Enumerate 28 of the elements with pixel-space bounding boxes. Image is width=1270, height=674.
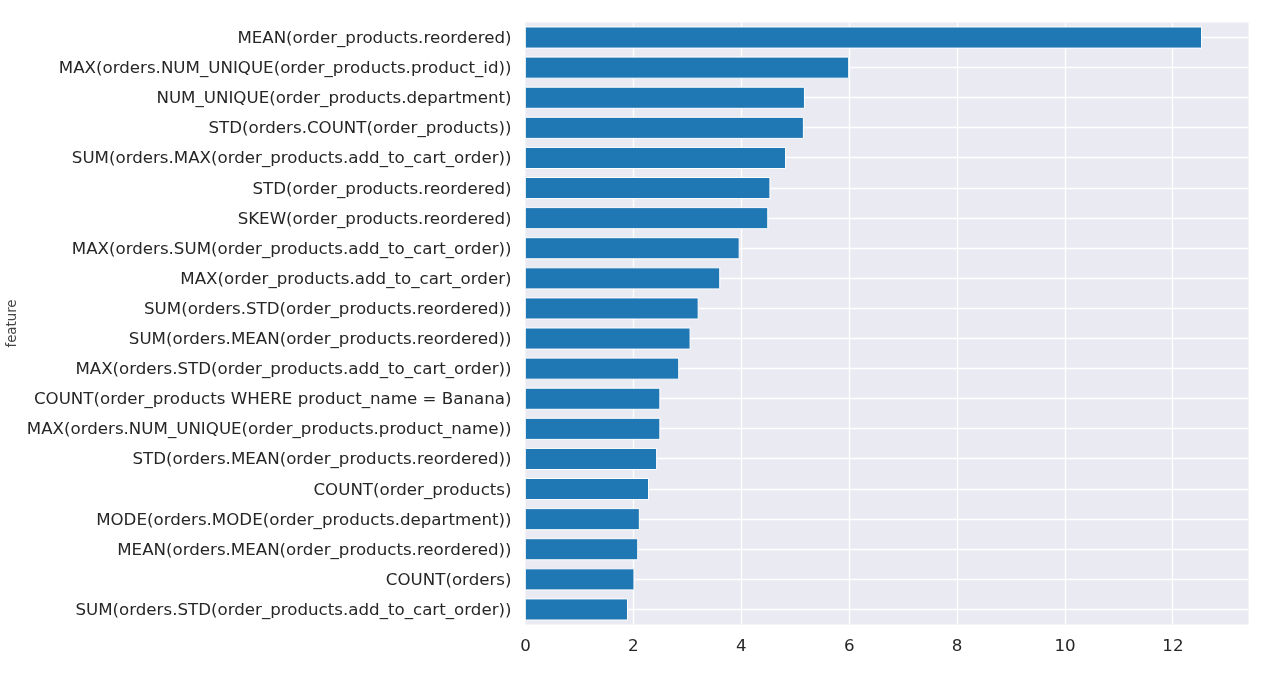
y-tick-label: MAX(orders.NUM_UNIQUE(order_products.product_id)) <box>58 58 512 79</box>
y-tick-label: MAX(order_products.add_to_cart_order) <box>180 268 512 289</box>
y-tick-label: MODE(orders.MODE(order_products.department)) <box>96 509 512 530</box>
x-tick-label: 0 <box>520 635 531 655</box>
y-tick-label: MAX(orders.STD(order_products.add_to_cart_order)) <box>75 359 512 380</box>
y-tick-label: MEAN(order_products.reordered) <box>237 28 512 49</box>
y-tick-label: SUM(orders.STD(order_products.reordered)) <box>144 298 512 319</box>
y-tick-label: NUM_UNIQUE(order_products.department) <box>156 88 512 109</box>
y-tick-label: COUNT(orders) <box>385 569 512 589</box>
x-tick-label: 8 <box>951 635 963 655</box>
y-tick-label: SUM(orders.STD(order_products.add_to_cart_order)) <box>75 599 512 620</box>
y-axis-title: feature <box>3 299 19 348</box>
y-tick-label: STD(orders.MEAN(order_products.reordered)) <box>132 449 512 470</box>
y-tick-label: MAX(orders.NUM_UNIQUE(order_products.product_name)) <box>26 419 512 440</box>
y-tick-label: SUM(orders.MAX(order_products.add_to_cart_order)) <box>71 148 512 169</box>
y-tick-label: STD(order_products.reordered) <box>252 178 512 199</box>
x-tick-label: 6 <box>843 635 855 655</box>
y-tick-label: SKEW(order_products.reordered) <box>237 208 512 229</box>
y-tick-label: COUNT(order_products WHERE product_name = Banana) <box>33 389 512 410</box>
x-tick-label: 2 <box>628 635 639 655</box>
x-tick-label: 4 <box>736 635 747 655</box>
y-tick-label: SUM(orders.MEAN(order_products.reordered)) <box>128 329 512 350</box>
y-tick-label: STD(orders.COUNT(order_products)) <box>208 118 512 139</box>
y-tick-label: MAX(orders.SUM(order_products.add_to_cart_order)) <box>71 238 512 259</box>
x-tick-label: 12 <box>1162 635 1184 655</box>
y-tick-label: COUNT(order_products) <box>313 479 512 500</box>
x-tick-label: 10 <box>1054 635 1076 655</box>
y-tick-label: MEAN(orders.MEAN(order_products.reordered)) <box>117 539 512 560</box>
